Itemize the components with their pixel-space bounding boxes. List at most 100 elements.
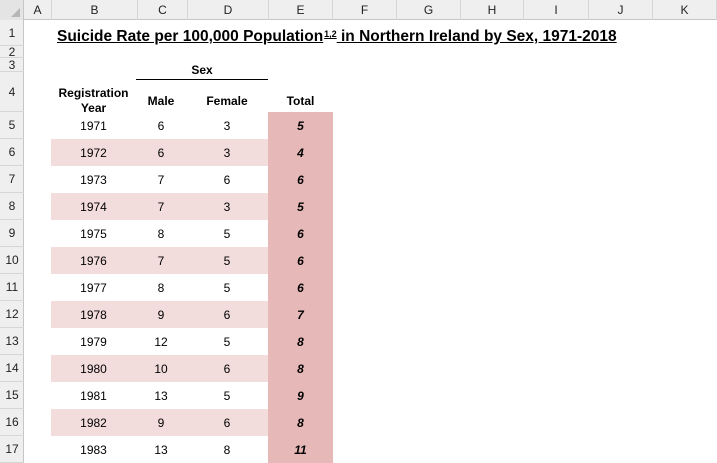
total-cell[interactable]: 8 [297, 361, 304, 376]
column-header-k[interactable]: K [653, 0, 717, 20]
column-header-b[interactable]: B [52, 0, 138, 20]
male-cell[interactable]: 8 [157, 226, 165, 241]
female-cell[interactable]: 5 [223, 388, 231, 403]
column-header-i[interactable]: I [524, 0, 589, 20]
female-cell[interactable]: 5 [223, 253, 231, 268]
row-band [51, 301, 268, 328]
male-cell[interactable]: 7 [157, 172, 165, 187]
total-cell[interactable]: 5 [297, 199, 304, 214]
female-cell[interactable]: 3 [223, 145, 231, 160]
year-cell[interactable]: 1975 [80, 226, 107, 241]
female-cell[interactable]: 3 [223, 118, 231, 133]
female-cell[interactable]: 5 [223, 334, 231, 349]
female-cell[interactable]: 6 [223, 307, 231, 322]
female-cell[interactable]: 5 [223, 280, 231, 295]
total-header[interactable]: Total [268, 90, 333, 112]
column-header-j[interactable]: J [589, 0, 653, 20]
row-header-14[interactable]: 14 [0, 355, 24, 382]
female-cell[interactable]: 8 [223, 442, 231, 457]
female-header[interactable]: Female [186, 90, 268, 112]
sheet-title[interactable]: Suicide Rate per 100,000 Population 1,2 i… [57, 26, 617, 48]
male-cell[interactable]: 13 [154, 388, 168, 403]
male-cell[interactable]: 9 [157, 307, 165, 322]
year-cell[interactable]: 1978 [80, 307, 107, 322]
row-header-15[interactable]: 15 [0, 382, 24, 409]
female-cell[interactable]: 3 [223, 199, 231, 214]
female-cell[interactable]: 6 [223, 172, 231, 187]
row-band [51, 247, 268, 274]
row-header-17[interactable]: 17 [0, 436, 24, 463]
row-header-1[interactable]: 1 [0, 20, 24, 46]
total-cell[interactable]: 8 [297, 415, 304, 430]
male-cell[interactable]: 12 [154, 334, 168, 349]
row-header-4[interactable]: 4 [0, 72, 24, 112]
sex-label: Sex [191, 63, 213, 77]
year-cell[interactable]: 1979 [80, 334, 107, 349]
female-cell[interactable]: 5 [223, 226, 231, 241]
total-cell[interactable]: 6 [297, 172, 304, 187]
row-header-7[interactable]: 7 [0, 166, 24, 193]
year-cell[interactable]: 1972 [80, 145, 107, 160]
row-header-10[interactable]: 10 [0, 247, 24, 274]
male-cell[interactable]: 6 [157, 145, 165, 160]
row-header-5[interactable]: 5 [0, 112, 24, 139]
female-cell[interactable]: 6 [223, 361, 231, 376]
row-header-bar: 1 2 3 4 5 6 7 8 9 10 11 12 13 14 15 16 17 [0, 20, 24, 463]
row-header-11[interactable]: 11 [0, 274, 24, 301]
male-cell[interactable]: 7 [157, 253, 165, 268]
total-cell[interactable]: 4 [297, 145, 304, 160]
column-header-h[interactable]: H [461, 0, 524, 20]
year-cell[interactable]: 1981 [80, 388, 107, 403]
column-header-f[interactable]: F [333, 0, 397, 20]
row-band [51, 409, 268, 436]
female-label: Female [206, 94, 248, 108]
total-column-fill [268, 112, 333, 463]
male-cell[interactable]: 8 [157, 280, 165, 295]
male-cell[interactable]: 10 [154, 361, 168, 376]
column-header-g[interactable]: G [397, 0, 461, 20]
row-header-2[interactable]: 2 [0, 45, 24, 59]
male-header[interactable]: Male [136, 90, 186, 112]
title-main: Suicide Rate per 100,000 Population [57, 28, 324, 45]
male-cell[interactable]: 7 [157, 199, 165, 214]
male-cell[interactable]: 6 [157, 118, 165, 133]
total-cell[interactable]: 11 [294, 442, 307, 457]
year-cell[interactable]: 1974 [80, 199, 107, 214]
worksheet-grid[interactable]: Suicide Rate per 100,000 Population 1,2 i… [24, 20, 717, 463]
column-header-e[interactable]: E [269, 0, 333, 20]
column-header-c[interactable]: C [138, 0, 188, 20]
row-header-12[interactable]: 12 [0, 301, 24, 328]
select-all-corner[interactable] [0, 0, 24, 20]
row-header-16[interactable]: 16 [0, 409, 24, 436]
total-label: Total [286, 94, 315, 108]
row-header-8[interactable]: 8 [0, 193, 24, 220]
registration-label: Registration [58, 86, 129, 100]
total-cell[interactable]: 5 [297, 118, 304, 133]
male-cell[interactable]: 13 [154, 442, 168, 457]
year-cell[interactable]: 1983 [80, 442, 107, 457]
male-cell[interactable]: 9 [157, 415, 165, 430]
row-header-13[interactable]: 13 [0, 328, 24, 355]
female-cell[interactable]: 6 [223, 415, 231, 430]
row-header-3[interactable]: 3 [0, 58, 24, 72]
year-cell[interactable]: 1976 [80, 253, 107, 268]
row-header-9[interactable]: 9 [0, 220, 24, 247]
year-cell[interactable]: 1982 [80, 415, 107, 430]
row-band [51, 355, 268, 382]
total-cell[interactable]: 6 [297, 226, 304, 241]
total-cell[interactable]: 8 [297, 334, 304, 349]
year-cell[interactable]: 1973 [80, 172, 107, 187]
year-cell[interactable]: 1980 [80, 361, 107, 376]
year-cell[interactable]: 1977 [80, 280, 107, 295]
total-cell[interactable]: 6 [297, 253, 304, 268]
column-header-d[interactable]: D [188, 0, 269, 20]
year-cell[interactable]: 1971 [80, 118, 107, 133]
total-cell[interactable]: 6 [297, 280, 304, 295]
registration-year-header[interactable]: Registration Year [51, 82, 136, 120]
total-cell[interactable]: 9 [297, 388, 304, 403]
row-header-6[interactable]: 6 [0, 139, 24, 166]
sex-group-header[interactable]: Sex [136, 62, 268, 80]
column-header-a[interactable]: A [24, 0, 52, 20]
total-cell[interactable]: 7 [297, 307, 304, 322]
